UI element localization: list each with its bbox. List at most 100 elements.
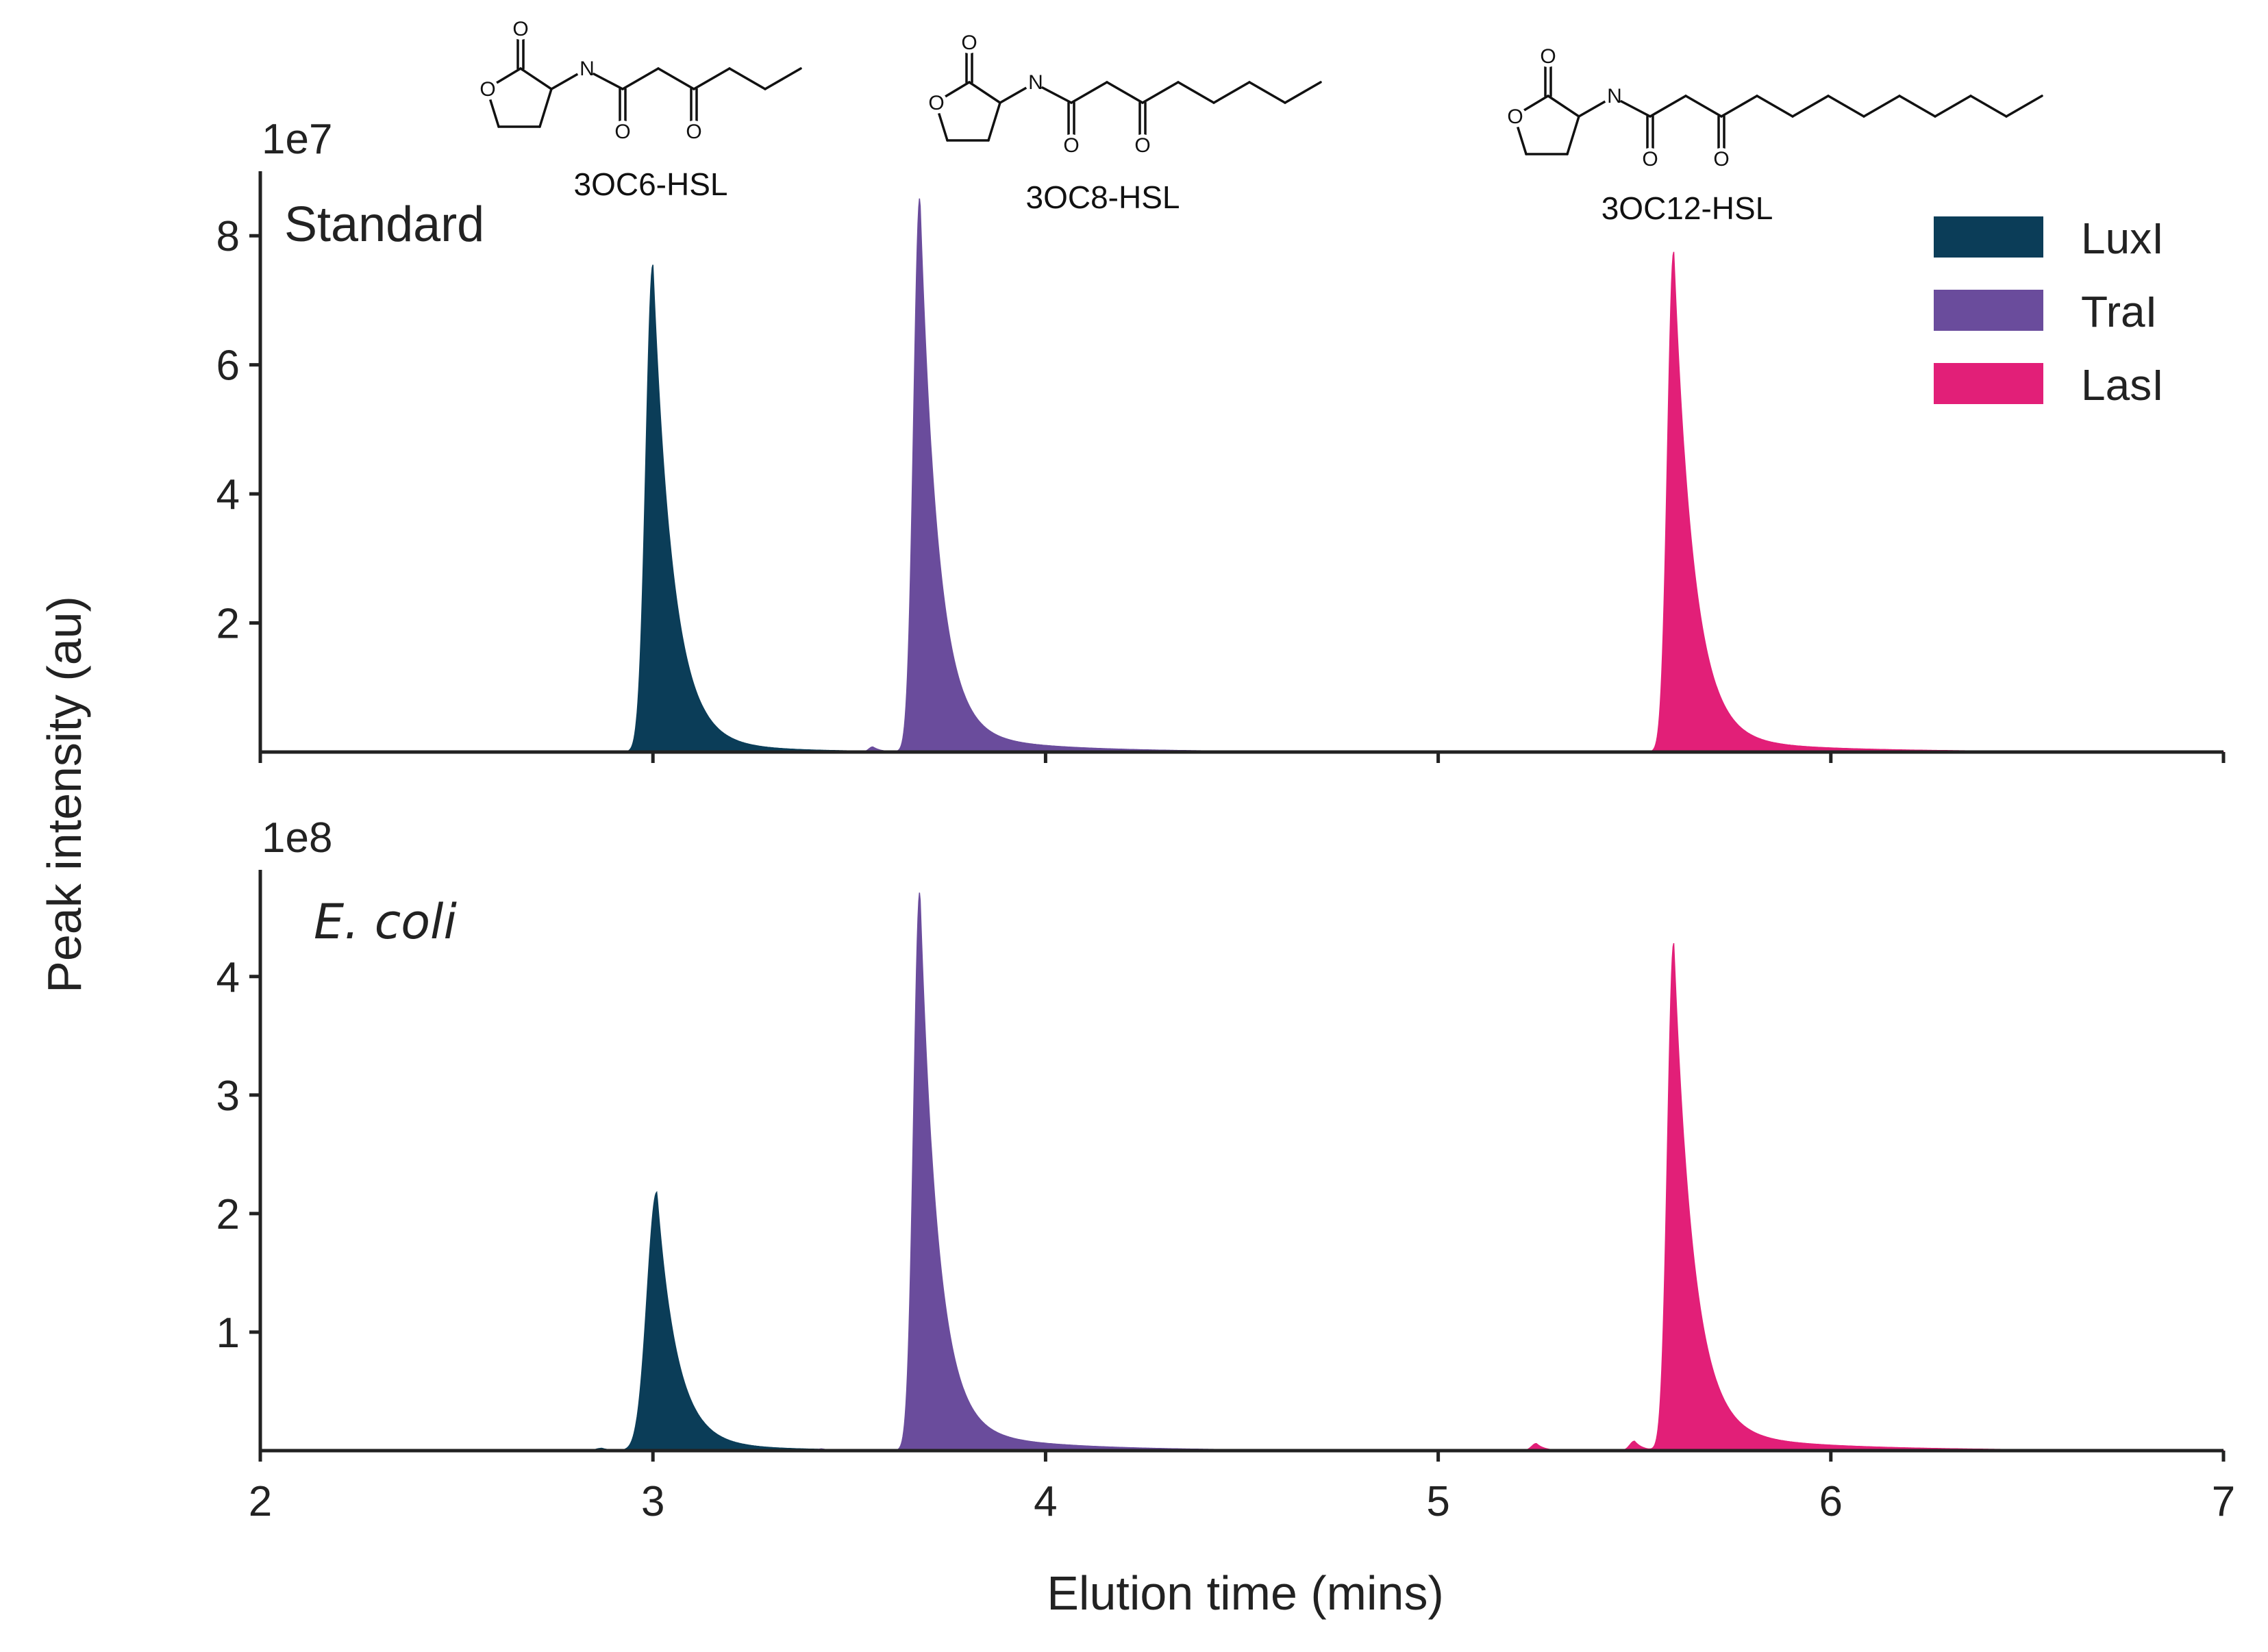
peak-area-trai bbox=[260, 892, 2223, 1451]
compound-label-3oc6: 3OC6-HSL bbox=[574, 166, 728, 202]
legend-label-luxi: LuxI bbox=[2081, 214, 2164, 263]
atom-label: O bbox=[1134, 134, 1150, 157]
atom-mask bbox=[958, 32, 980, 53]
legend-label-lasi: LasI bbox=[2081, 360, 2164, 410]
atom-mask bbox=[1639, 148, 1661, 170]
bond bbox=[999, 85, 1030, 104]
bond bbox=[968, 81, 1001, 104]
atom-label: O bbox=[961, 32, 977, 54]
bond bbox=[1969, 95, 2008, 118]
atom-label: O bbox=[1063, 134, 1079, 157]
x-tick-label: 5 bbox=[1426, 1478, 1449, 1525]
y-axis-label: Peak intensity (au) bbox=[38, 596, 91, 993]
y-tick-label: 4 bbox=[216, 954, 240, 1001]
bond bbox=[1578, 99, 1609, 118]
compound-label-3oc8: 3OC8-HSL bbox=[1026, 179, 1180, 215]
structure-3oc12: O O N O O bbox=[1504, 45, 2043, 171]
chemical-structures: O O N O O O O N O O O O N O O bbox=[477, 18, 2043, 171]
atom-mask bbox=[1604, 85, 1625, 107]
bond bbox=[593, 73, 624, 90]
atom-label: O bbox=[928, 92, 944, 114]
atom-label: O bbox=[512, 18, 528, 40]
legend-label-trai: TraI bbox=[2081, 287, 2157, 336]
atom-mask bbox=[683, 121, 705, 142]
bond bbox=[519, 67, 553, 90]
atom-label: O bbox=[1507, 105, 1523, 128]
atom-mask bbox=[1710, 148, 1732, 170]
bond bbox=[1041, 86, 1073, 104]
panel-e-coli: 1 2 3 4 2 3 4 5 6 7 1e8 E. coli bbox=[216, 814, 2236, 1525]
bond bbox=[1862, 95, 1901, 118]
bond bbox=[693, 67, 731, 90]
bond bbox=[1547, 95, 1580, 118]
y-tick-label: 6 bbox=[216, 342, 240, 390]
y-tick-label: 4 bbox=[216, 471, 240, 518]
x-axis-label: Elution time (mins) bbox=[1047, 1566, 1444, 1620]
bond bbox=[1284, 81, 1322, 104]
y-tick-label: 3 bbox=[216, 1073, 240, 1120]
atom-mask bbox=[1537, 45, 1559, 67]
bond bbox=[987, 101, 1001, 142]
bond bbox=[1791, 95, 1830, 118]
atom-mask bbox=[925, 92, 947, 114]
legend-swatch-lasi bbox=[1934, 363, 2043, 404]
x-tick-label: 4 bbox=[1034, 1478, 1057, 1525]
atom-label: N bbox=[580, 58, 595, 80]
atom-label: O bbox=[686, 121, 701, 143]
bond bbox=[1620, 100, 1652, 118]
atom-label: O bbox=[614, 121, 630, 143]
atom-mask bbox=[477, 78, 499, 100]
bond bbox=[1934, 95, 1972, 118]
bond bbox=[936, 108, 949, 142]
bond bbox=[488, 95, 500, 128]
bond bbox=[1141, 81, 1180, 104]
atom-mask bbox=[510, 18, 532, 40]
x-tick-label: 2 bbox=[249, 1478, 272, 1525]
atom-mask bbox=[1132, 134, 1154, 156]
structure-3oc6: O O N O O bbox=[477, 18, 802, 143]
y-tick-label: 2 bbox=[216, 1191, 240, 1238]
bond bbox=[621, 67, 660, 90]
legend-swatch-luxi bbox=[1934, 216, 2043, 258]
bond bbox=[1212, 81, 1251, 104]
peak-area-luxi bbox=[260, 264, 2223, 753]
atom-label: N bbox=[1028, 71, 1043, 94]
atom-label: O bbox=[1540, 45, 1556, 68]
y-tick-label: 8 bbox=[216, 213, 240, 260]
bond bbox=[1684, 95, 1723, 118]
bond bbox=[1106, 81, 1144, 104]
bond bbox=[1519, 95, 1549, 114]
bond bbox=[1720, 95, 1758, 118]
bond bbox=[1898, 95, 1936, 118]
bond bbox=[538, 88, 553, 128]
peak-area-lasi bbox=[260, 251, 2224, 753]
peak-areas-standard bbox=[260, 198, 2224, 753]
peak-area-trai bbox=[260, 198, 2223, 753]
peak-area-luxi bbox=[260, 1190, 2223, 1451]
bond bbox=[764, 67, 802, 90]
axis-ticks-standard: 2 4 6 8 bbox=[216, 171, 2226, 763]
legend-swatch-trai bbox=[1934, 290, 2043, 331]
bond bbox=[1248, 81, 1286, 104]
bond bbox=[1566, 115, 1580, 155]
atom-label: O bbox=[1642, 148, 1658, 171]
atom-mask bbox=[1025, 71, 1047, 93]
atom-label: O bbox=[479, 78, 495, 101]
bond bbox=[1515, 122, 1528, 155]
x-tick-label: 3 bbox=[641, 1478, 664, 1525]
atom-mask bbox=[1504, 105, 1526, 127]
bond bbox=[1649, 95, 1687, 118]
bond bbox=[492, 67, 522, 86]
exponent-label-e-coli: 1e8 bbox=[262, 814, 332, 862]
panel-standard: 2 4 6 8 1e7 Standard bbox=[216, 116, 2226, 763]
bond bbox=[940, 81, 971, 100]
bond bbox=[550, 71, 582, 90]
x-tick-label: 7 bbox=[2212, 1478, 2235, 1525]
atom-mask bbox=[576, 58, 598, 79]
bond bbox=[1827, 95, 1865, 118]
bond bbox=[728, 67, 767, 90]
y-tick-label: 1 bbox=[216, 1310, 240, 1357]
bond bbox=[2005, 95, 2043, 118]
bond bbox=[1177, 81, 1215, 104]
